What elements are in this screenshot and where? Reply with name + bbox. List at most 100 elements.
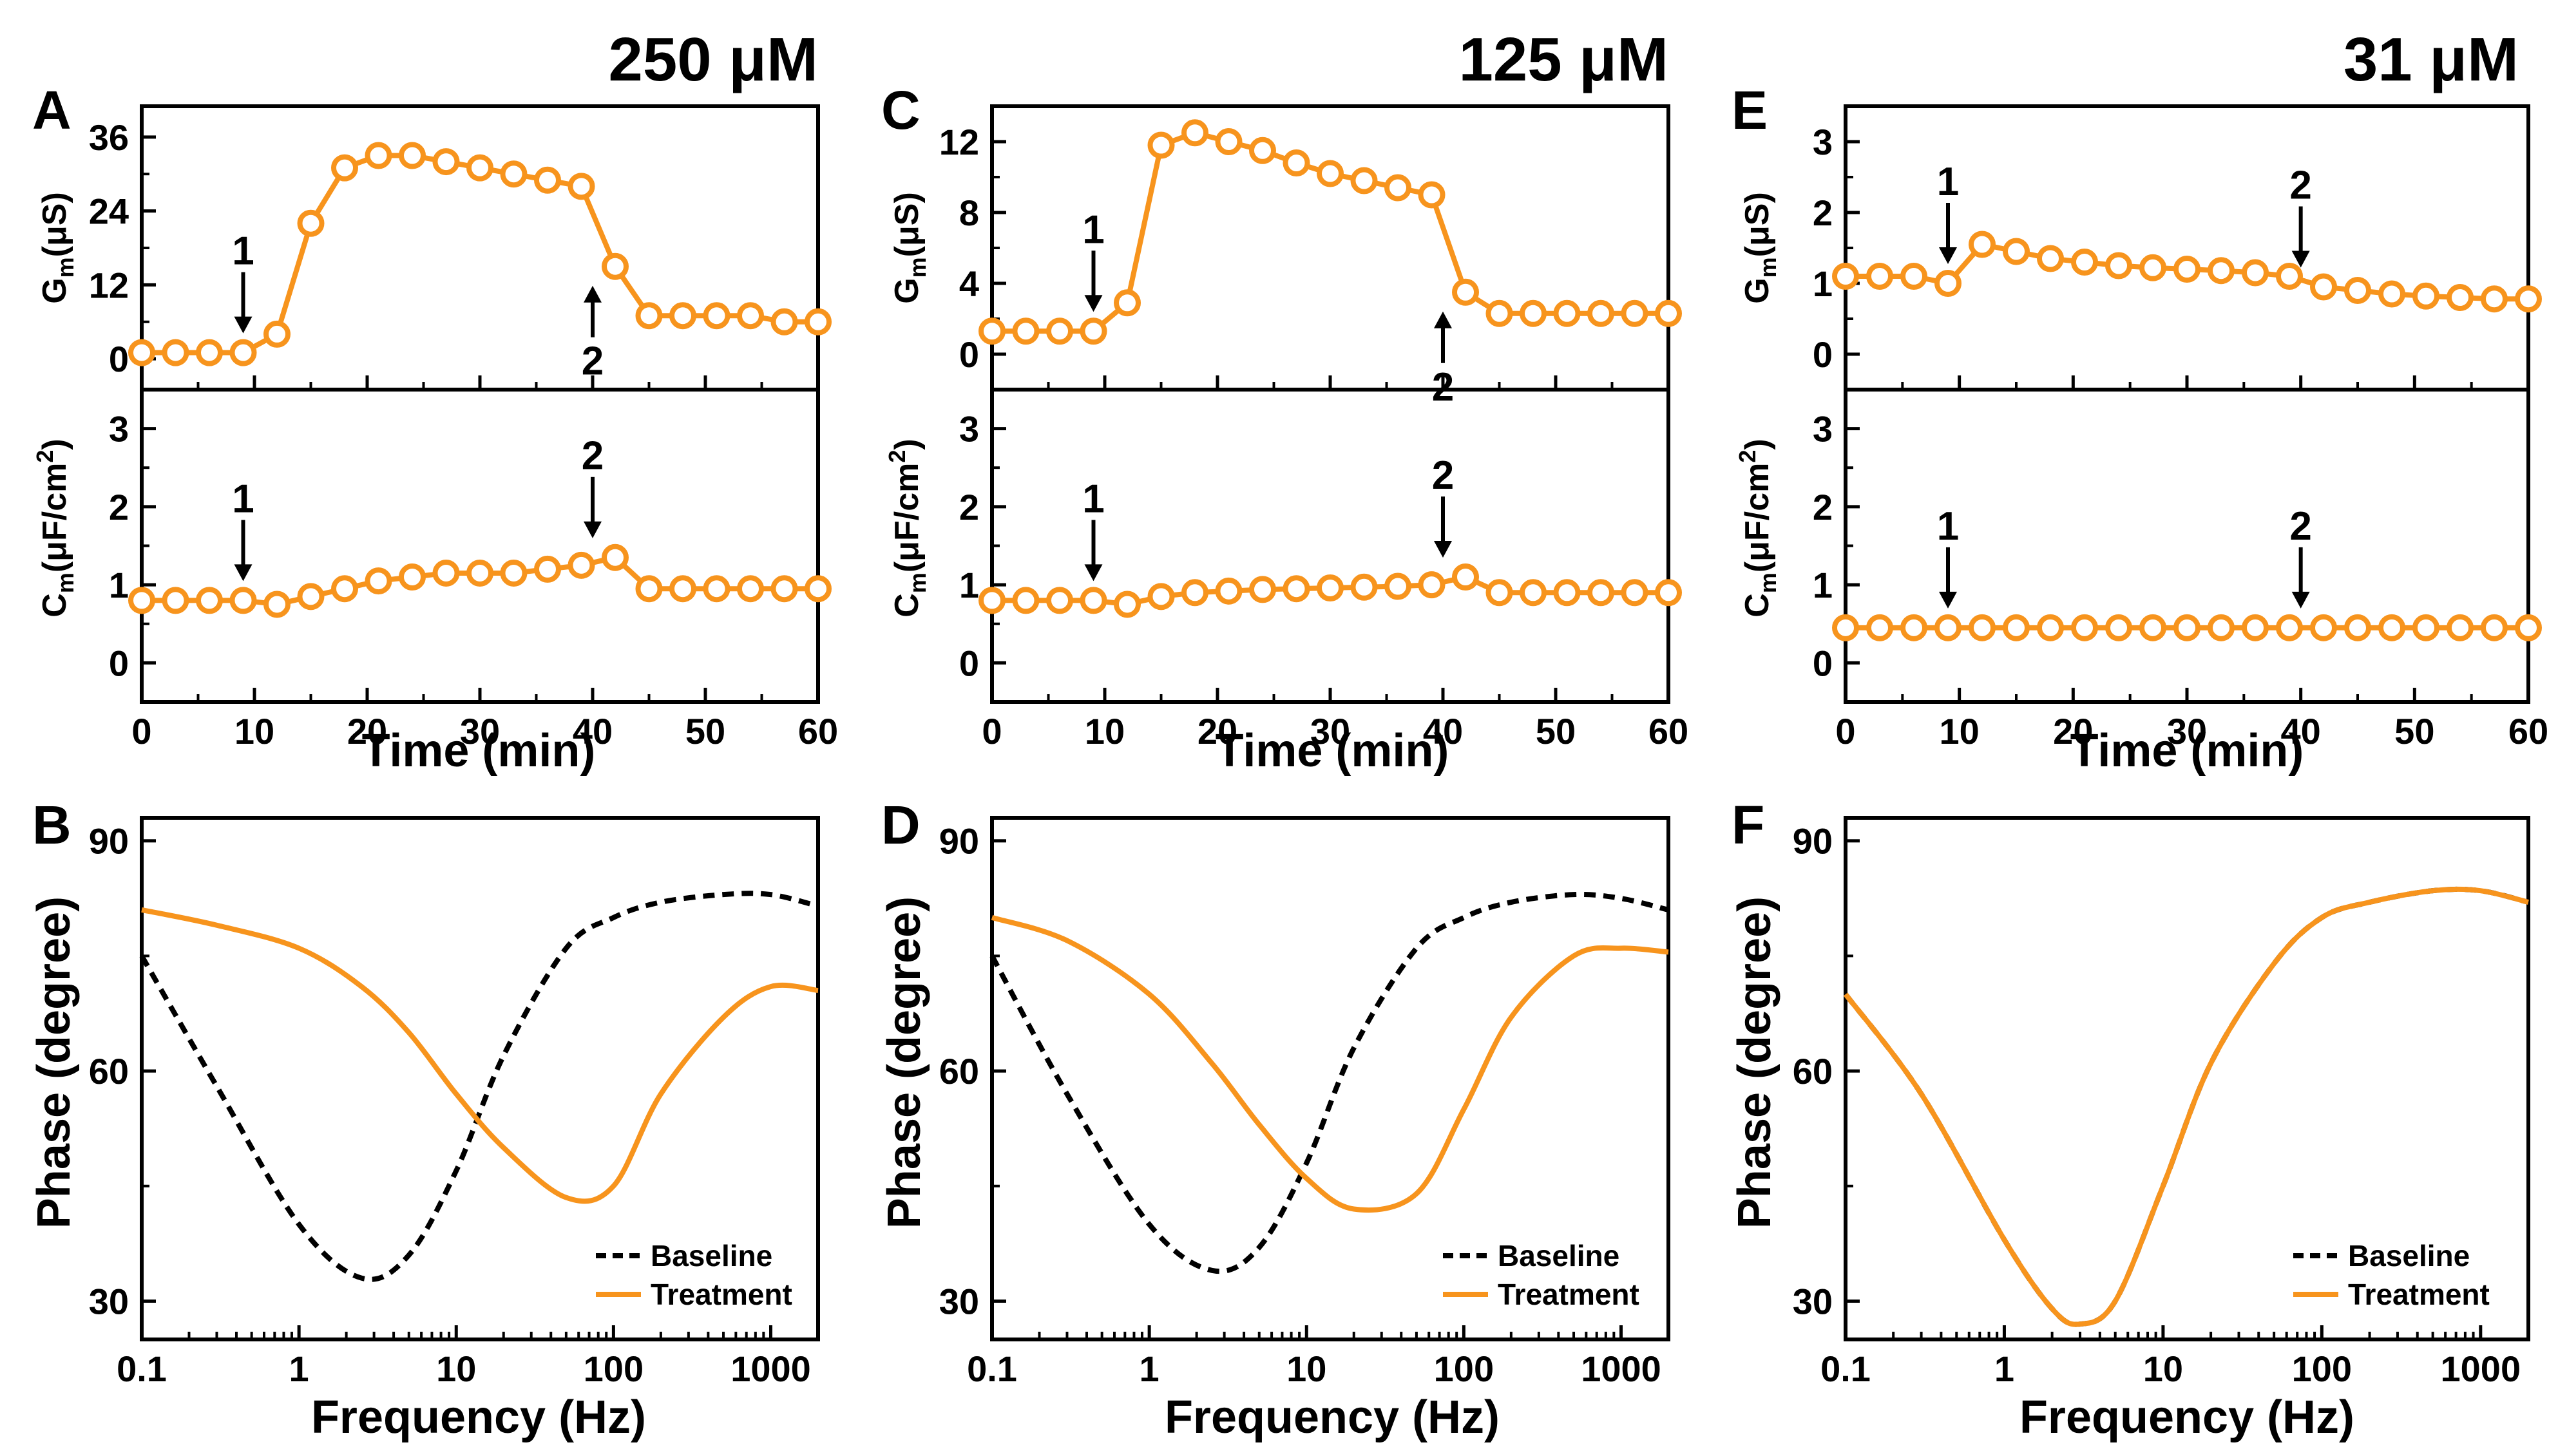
data-point	[1587, 299, 1614, 327]
x-tick-label: 50	[2394, 711, 2434, 752]
data-point	[703, 575, 730, 603]
x-tick-label: 0.1	[117, 1348, 167, 1389]
data-point	[229, 339, 257, 366]
cm-axis-label-C: Cm(μF/cm2)	[884, 439, 931, 617]
data-point	[770, 308, 798, 336]
x-tick-label: 10	[1940, 711, 1980, 752]
event-marker-label: 2	[2289, 164, 2311, 208]
event-arrow-head	[1434, 541, 1452, 558]
legend-baseline-label: Baseline	[1498, 1239, 1619, 1272]
data-point	[2105, 252, 2132, 279]
data-point	[2242, 614, 2269, 641]
data-point	[1147, 131, 1175, 159]
panel-letter-E: E	[1732, 80, 1768, 140]
y-tick-label: 0	[959, 643, 979, 683]
data-point	[2037, 614, 2064, 641]
data-point	[1283, 149, 1310, 176]
event-marker-label: 2	[1432, 453, 1454, 498]
data-point	[1934, 270, 1961, 297]
x-tick-label: 40	[573, 711, 613, 752]
event-marker-label: 2	[2289, 504, 2311, 549]
x-tick-label: 100	[584, 1348, 644, 1389]
data-point	[196, 339, 223, 366]
x-tick-label: 1000	[2441, 1348, 2521, 1389]
event-arrow-head	[234, 564, 253, 581]
data-point	[805, 308, 832, 336]
event-arrow-head	[1434, 311, 1452, 328]
x-tick-label: 10	[1286, 1348, 1326, 1389]
frequency-axis-label-F: Frequency (Hz)	[2019, 1392, 2354, 1443]
data-point	[1900, 263, 1927, 290]
event-arrow-head	[584, 521, 602, 538]
data-point	[2481, 614, 2508, 641]
event-arrow-head	[2291, 591, 2310, 609]
data-point	[365, 567, 392, 595]
data-point	[2208, 614, 2235, 641]
baseline-curve	[139, 891, 819, 1282]
plot-F-phase: 30 60 90 0.1 1 10 100 1000	[1793, 816, 2530, 1389]
x-tick-label: 60	[2508, 711, 2548, 752]
data-point	[1969, 614, 1996, 641]
data-point	[737, 302, 764, 330]
data-point	[1181, 579, 1208, 607]
time-axis-label-C: Time (min)	[1216, 725, 1449, 777]
data-point	[1655, 579, 1682, 607]
data-point	[2412, 282, 2439, 310]
frequency-axis-label-D: Frequency (Hz)	[1165, 1392, 1500, 1443]
data-point	[669, 302, 696, 330]
y-tick-label: 0	[959, 334, 979, 375]
panel-letter-A: A	[32, 80, 72, 140]
y-tick-label: 90	[1793, 821, 1833, 862]
data-point	[500, 559, 528, 587]
data-point	[602, 544, 629, 571]
y-tick-label: 0	[109, 643, 129, 683]
data-point	[331, 575, 358, 603]
data-point	[737, 575, 764, 603]
data-point	[466, 154, 493, 182]
time-axis-label-E: Time (min)	[2070, 725, 2304, 777]
event-marker-label: 2	[582, 434, 604, 478]
x-tick-label: 10	[1085, 711, 1125, 752]
data-point	[1418, 571, 1446, 599]
y-tick-label: 1	[1813, 565, 1833, 605]
x-tick-label: 10	[2143, 1348, 2183, 1389]
y-tick-label: 0	[1813, 334, 1833, 375]
data-point	[196, 587, 223, 614]
x-tick-label: 30	[460, 711, 500, 752]
treatment-curve	[1843, 886, 2529, 1327]
phase-axis-label-F: Phase (degree)	[1729, 896, 1780, 1229]
panel-letter-F: F	[1732, 795, 1764, 855]
data-point	[1080, 317, 1107, 345]
data-point	[1520, 299, 1547, 327]
y-tick-label: 24	[89, 191, 129, 232]
y-tick-label: 36	[89, 117, 129, 158]
x-tick-label: 1	[1994, 1348, 2014, 1389]
data-point	[1866, 263, 1893, 290]
data-point	[1832, 614, 1859, 641]
x-tick-label: 0	[982, 711, 1002, 752]
data-point	[2071, 249, 2098, 276]
data-point	[2276, 614, 2303, 641]
y-tick-label: 2	[959, 487, 979, 527]
data-point	[1114, 591, 1141, 618]
data-point	[635, 575, 663, 603]
data-point	[399, 142, 426, 169]
data-point	[432, 148, 460, 176]
event-marker-label: 1	[1082, 477, 1104, 521]
plot-frame	[990, 816, 1670, 1341]
event-marker-label: 2	[582, 339, 604, 384]
data-point	[2139, 254, 2166, 281]
data-point	[263, 320, 291, 348]
y-tick-label: 30	[939, 1281, 979, 1321]
data-point	[1215, 577, 1243, 605]
treatment-curve	[141, 907, 819, 1204]
data-point	[2105, 614, 2132, 641]
x-tick-label: 0	[1835, 711, 1855, 752]
data-point	[1350, 573, 1378, 601]
x-tick-label: 50	[1536, 711, 1576, 752]
x-tick-label: 10	[234, 711, 274, 752]
data-point	[1012, 317, 1040, 345]
event-marker-label: 1	[1937, 504, 1959, 549]
data-point	[1655, 299, 1682, 327]
